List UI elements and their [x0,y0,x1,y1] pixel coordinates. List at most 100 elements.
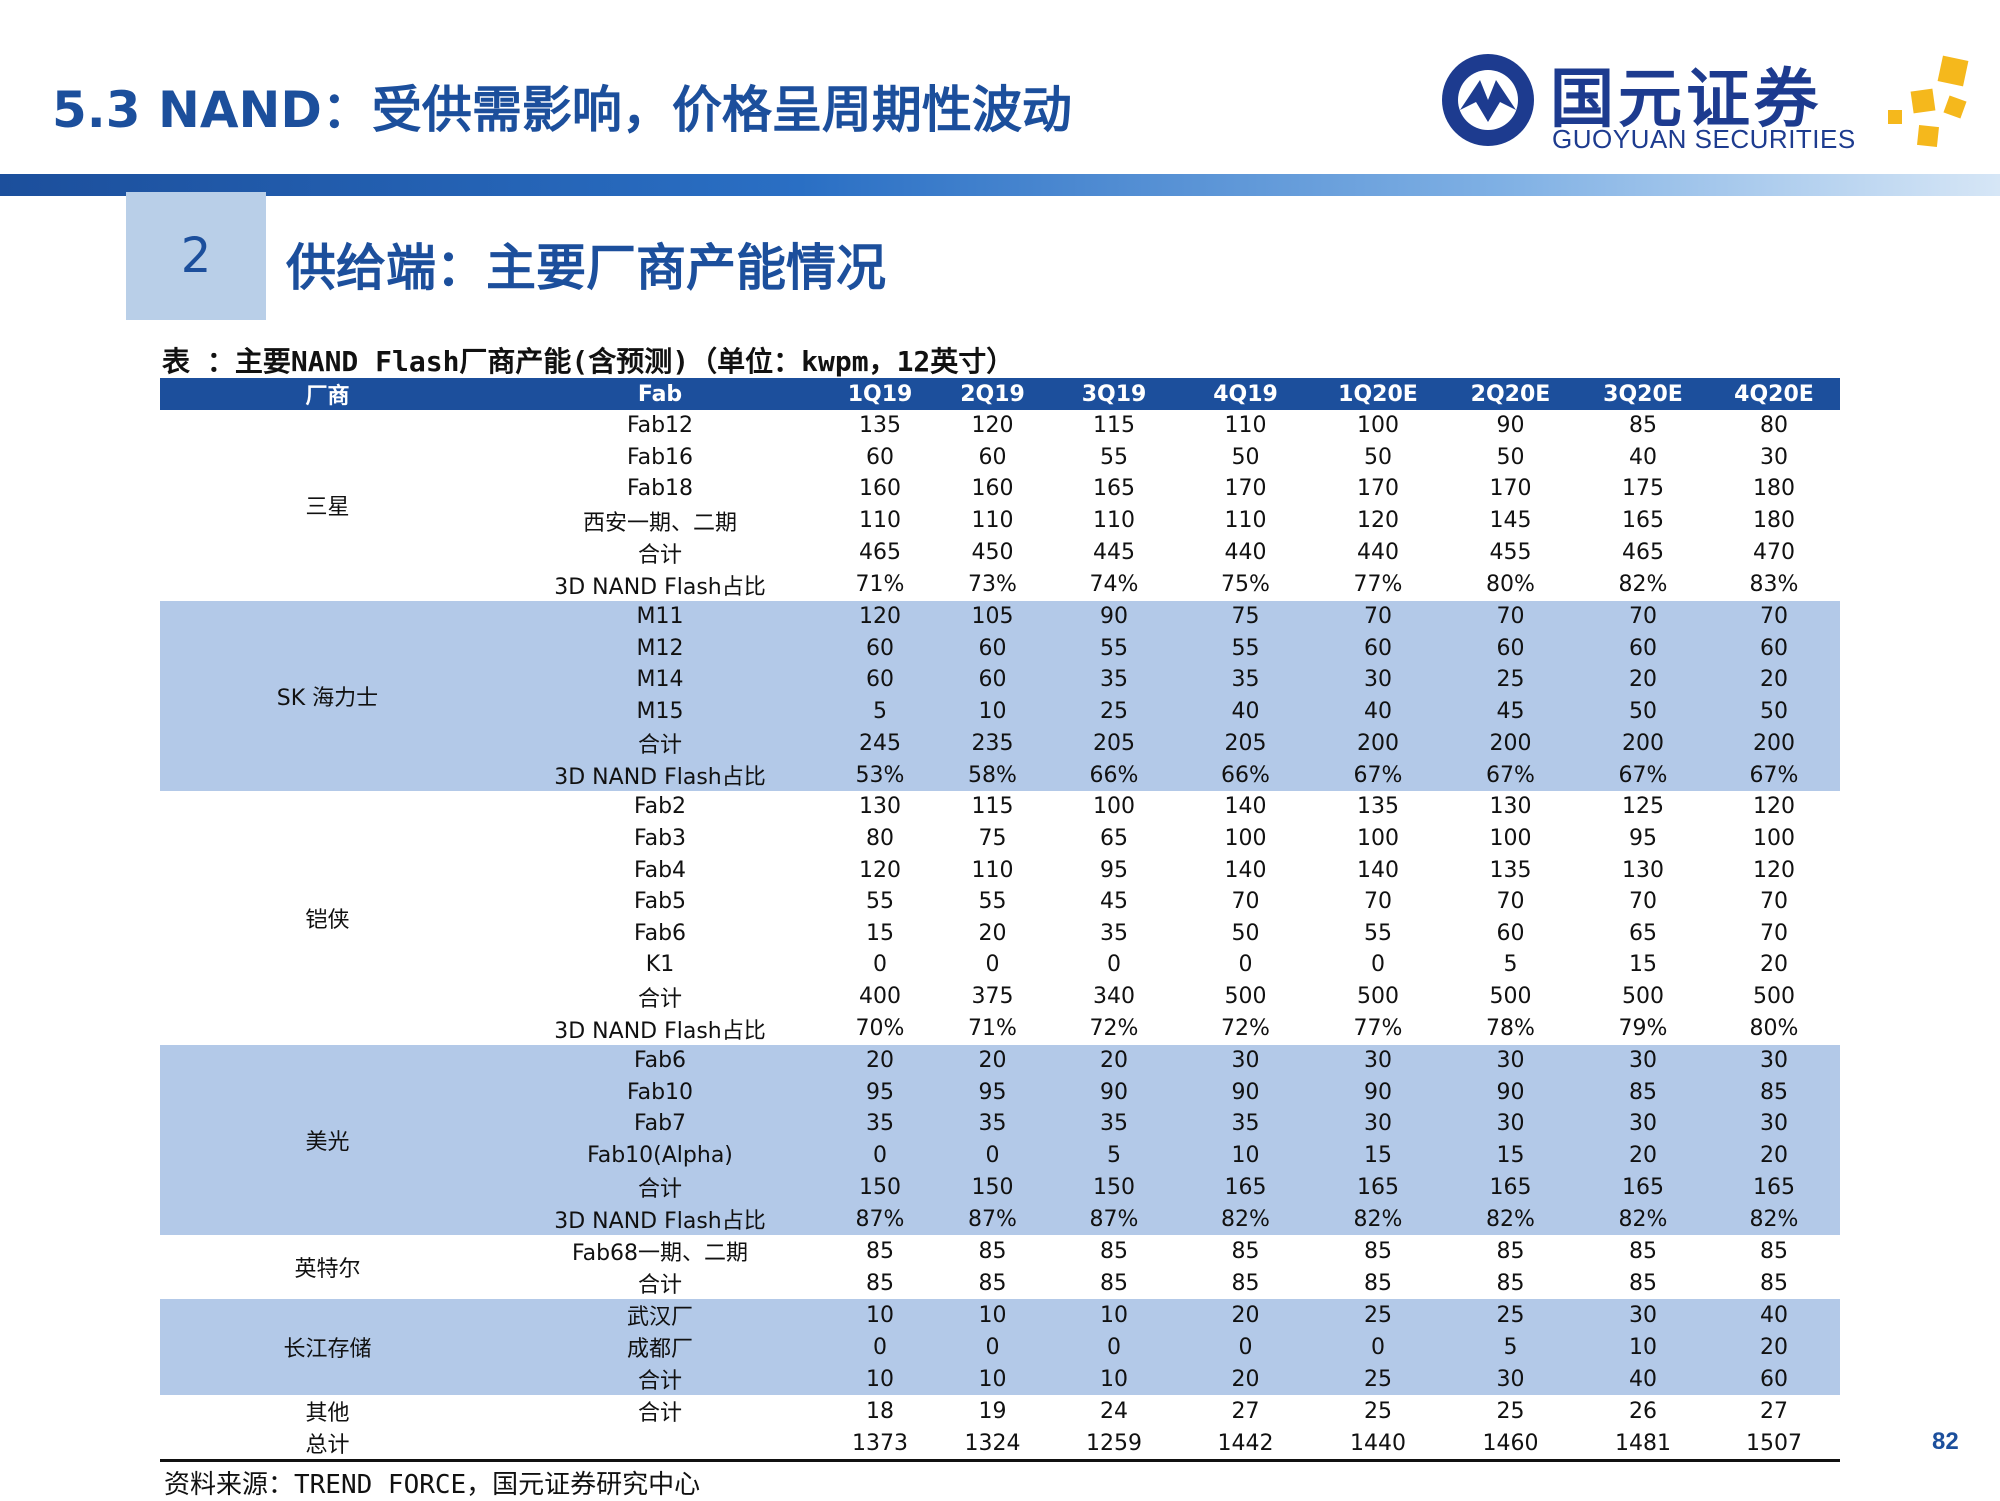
value-cell: 140 [1224,794,1267,820]
value-cell: 500 [1489,984,1532,1010]
guoyuan-emblem-icon [1442,54,1534,146]
value-cell: 75% [1221,572,1270,598]
vendor-cell: 英特尔 [294,1257,361,1283]
fab-cell: 成都厂 [495,1331,825,1364]
column-header: 4Q19 [1178,378,1313,410]
value-cell: 30 [1760,444,1788,470]
value-cell: 82% [1443,1203,1578,1236]
value-cell: 440 [1224,540,1267,566]
value-cell: 130 [1622,857,1664,883]
value-cell: 71% [855,572,905,598]
value-cell: 60 [1496,920,1525,946]
value-cell: 77% [1353,1016,1403,1042]
value-cell: 30 [1578,1044,1708,1077]
value-cell: 30 [1443,1107,1578,1140]
value-cell: 70 [1760,889,1788,915]
value-cell: 60 [978,444,1007,470]
value-cell: 70 [1708,600,1840,633]
section-number-box: 2 [126,192,266,320]
value-cell: 30 [1313,1107,1443,1140]
value-cell: 25 [1050,695,1178,728]
capacity-table: 厂商 Fab 1Q19 2Q19 3Q19 4Q19 1Q20E 2Q20E 3Q20E 4Q20… [160,378,1840,1463]
column-header: 2Q19 [935,378,1050,410]
value-cell: 85 [1578,1076,1708,1108]
value-cell: 135 [1489,857,1532,883]
fab-cell: 合计 [495,1171,825,1204]
value-cell: 100 [1489,826,1532,852]
value-cell: 60 [1443,632,1578,664]
value-cell: 10 [825,1363,935,1396]
value-cell: 60 [1578,632,1708,664]
fab-cell: M12 [495,632,825,664]
fab-cell: M14 [495,663,825,696]
value-cell: 40 [1578,1363,1708,1396]
value-cell: 200 [1443,727,1578,760]
value-cell: 50 [1496,444,1525,470]
value-cell: 120 [1753,794,1795,820]
source-note: 资料来源：TREND FORCE，国元证券研究中心 [164,1470,701,1500]
table-row: Fab10 95 95 90 90 90 90 85 85 [160,1076,1840,1108]
vendor-cell: 铠侠 [305,907,350,933]
value-cell: 120 [1753,857,1795,883]
value-cell: 130 [859,794,901,820]
value-cell: 10 [935,695,1050,728]
value-cell: 170 [1224,476,1267,502]
value-cell: 205 [1050,727,1178,760]
fab-cell: 合计 [637,1273,682,1299]
value-cell: 5 [1503,952,1518,978]
table-row: 铠侠 Fab2 130 115 100 140 135 130 125 120 [160,791,1840,932]
value-cell: 150 [1050,1171,1178,1204]
fab-cell: Fab10(Alpha) [495,1139,825,1172]
value-cell: 77% [1353,572,1403,598]
value-cell: 72% [1089,1016,1139,1042]
table-row: 三星 Fab12 135 120 115 110 100 90 85 80 [160,410,1840,520]
value-cell: 60 [866,444,894,470]
vendor-cell: 三星 [305,495,350,521]
value-cell: 200 [1578,727,1708,760]
value-cell: 82% [1708,1203,1840,1236]
table-row: 合计 150 150 150 165 165 165 165 165 [160,1171,1840,1204]
page-title: 5.3 NAND：受供需影响，价格呈周期性波动 [52,81,1072,139]
value-cell: 165 [1622,508,1664,534]
value-cell: 90 [1496,413,1525,439]
value-cell: 95 [825,1076,935,1108]
value-cell: 10 [1050,1363,1178,1396]
value-cell: 200 [1708,727,1840,760]
value-cell: 150 [825,1171,935,1204]
value-cell: 30 [1443,1044,1578,1077]
value-cell: 165 [1093,476,1135,502]
value-cell: 440 [1357,540,1399,566]
value-cell: 10 [825,1299,935,1332]
table-row: Fab4 120 110 95 140 140 135 130 120 [160,854,1840,886]
value-cell: 67% [1443,759,1578,792]
value-cell: 79% [1618,1016,1668,1042]
value-cell: 245 [825,727,935,760]
table-body: 三星 Fab12 135 120 115 110 100 90 85 80 Fab16 60 60 55 5… [160,410,1840,1463]
value-cell: 175 [1622,476,1664,502]
table-caption: 表 ：主要NAND Flash厂商产能(含预测)（单位：kwpm，12英寸） [162,345,1015,378]
value-cell: 25 [1443,1299,1578,1332]
value-cell: 85 [978,1270,1007,1296]
table-row: Fab18 160 160 165 170 170 170 175 180 [160,473,1840,505]
value-cell: 82% [1313,1203,1443,1236]
column-header: 2Q20E [1443,378,1578,410]
value-cell: 50 [1708,695,1840,728]
value-cell: 90 [1050,600,1178,633]
value-cell: 35 [1050,663,1178,696]
table-row: 合计 465 450 445 440 440 455 465 470 [160,537,1840,569]
fab-cell: Fab18 [626,476,694,502]
value-cell: 100 [1224,826,1267,852]
fab-cell: 3D NAND Flash占比 [554,1018,766,1044]
value-cell: 70 [1578,600,1708,633]
value-cell: 100 [1357,413,1399,439]
value-cell: 0 [1238,952,1253,978]
table-row: Fab6 15 20 35 50 55 60 65 70 [160,918,1840,950]
value-cell: 85 [978,1238,1007,1264]
column-header: 厂商 [160,378,495,410]
fab-cell: 合计 [495,1363,825,1396]
value-cell: 70 [1629,889,1657,915]
value-cell: 40 [1629,444,1657,470]
value-cell: 0 [1313,1331,1443,1364]
value-cell: 235 [935,727,1050,760]
value-cell: 100 [1357,826,1399,852]
